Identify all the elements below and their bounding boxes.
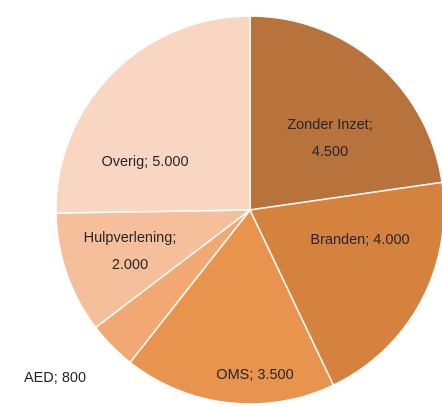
value-label: 5.000 bbox=[152, 154, 188, 170]
pie-slice bbox=[55, 15, 251, 214]
value-label: 4.500 bbox=[312, 144, 348, 160]
label-separator: ; bbox=[144, 154, 152, 170]
data-label: Zonder Inzet; 4.500 bbox=[287, 117, 372, 160]
pie-slice bbox=[248, 181, 442, 387]
category-label: Hulpverlening bbox=[84, 230, 173, 246]
value-label: 3.500 bbox=[257, 367, 293, 383]
label-separator: ; bbox=[365, 232, 373, 248]
pie-slice bbox=[129, 208, 335, 405]
pie-slice bbox=[249, 15, 442, 211]
category-label: OMS bbox=[216, 367, 249, 383]
category-label: Overig bbox=[101, 154, 144, 170]
label-separator: ; bbox=[54, 370, 62, 386]
label-separator: ; bbox=[249, 367, 257, 383]
category-label: AED bbox=[24, 370, 54, 386]
data-label: AED; 800 bbox=[24, 370, 86, 386]
value-label: 2.000 bbox=[112, 257, 148, 273]
data-label: Overig; 5.000 bbox=[101, 154, 188, 170]
label-separator: ; bbox=[369, 117, 373, 133]
pie-slice bbox=[55, 209, 253, 329]
value-label: 4.000 bbox=[373, 232, 409, 248]
value-label: 800 bbox=[62, 370, 86, 386]
category-label: Branden bbox=[310, 232, 365, 248]
category-label: Zonder Inzet bbox=[287, 117, 368, 133]
data-label: Hulpverlening; 2.000 bbox=[84, 230, 177, 273]
data-label: Branden; 4.000 bbox=[310, 232, 409, 248]
data-label: OMS; 3.500 bbox=[216, 367, 293, 383]
label-separator: ; bbox=[172, 230, 176, 246]
